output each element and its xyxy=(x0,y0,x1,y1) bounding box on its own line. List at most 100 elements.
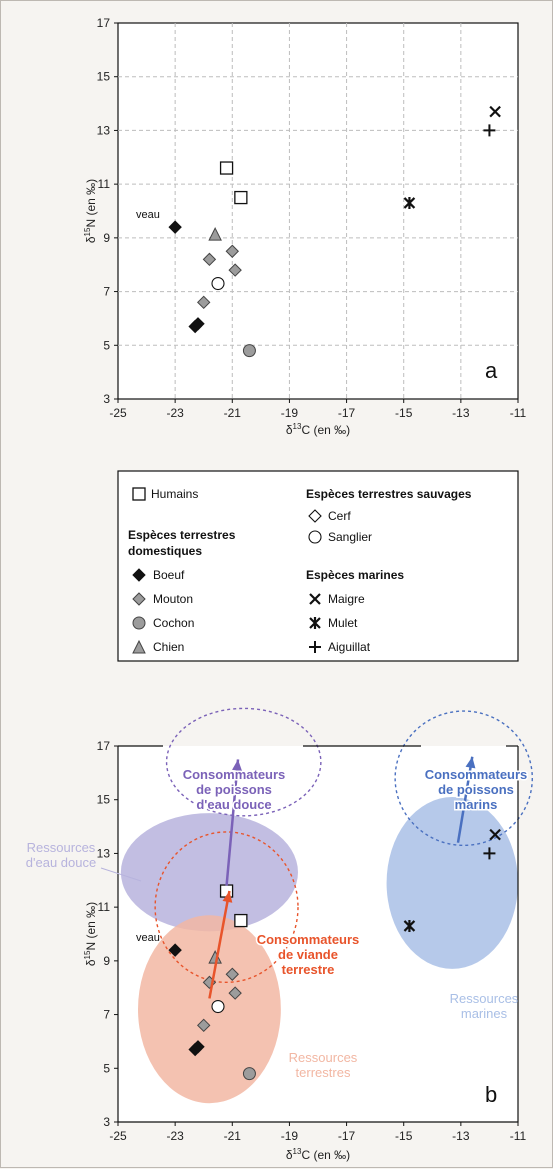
data-point-maigre xyxy=(489,828,501,841)
x-tick-label: -19 xyxy=(281,1129,299,1143)
data-point-mouton xyxy=(202,252,217,267)
data-point-sanglier xyxy=(211,276,225,291)
points-a xyxy=(168,105,501,358)
legend: Humains Espèces terrestres domestiques B… xyxy=(117,470,519,662)
region-label-line: Consommateurs xyxy=(425,767,528,782)
y-tick-label: 11 xyxy=(98,177,111,191)
data-point-mouton xyxy=(197,295,211,310)
data-point-mulet xyxy=(403,196,416,209)
y-tick-label: 3 xyxy=(103,392,110,406)
consumer-ellipse xyxy=(394,710,533,847)
x-tick-label: -13 xyxy=(452,1129,470,1143)
y-axis-label-b: δ15N (en ‰) xyxy=(83,902,98,966)
x-tick-label: -15 xyxy=(395,406,413,420)
x-tick-label: -23 xyxy=(166,406,184,420)
y-axis-label-a: δ15N (en ‰) xyxy=(83,179,98,243)
legend-cerf: Cerf xyxy=(328,509,351,523)
data-point-mouton xyxy=(228,263,242,277)
panel-letter-b: b xyxy=(485,1082,497,1107)
data-point-maigre xyxy=(489,105,501,118)
y-tick-label: 5 xyxy=(103,338,110,352)
legend-domestic-heading-1: Espèces terrestres xyxy=(128,528,236,542)
x-tick-label: -21 xyxy=(224,1129,242,1143)
x-tick-label: -25 xyxy=(109,1129,127,1143)
consumer-ellipse xyxy=(154,831,299,984)
chart-panel-a: 3 5 7 9 11 13 15 17 -25 -23 -21 -19 -17 -15 -13 -11 ve… xyxy=(83,16,527,437)
data-point-boeuf xyxy=(168,943,182,957)
y-ticks-b: 3 5 7 9 11 13 15 17 xyxy=(97,739,118,1129)
region-label-line: Ressources xyxy=(450,991,519,1006)
x-tick-label: -23 xyxy=(166,1129,184,1143)
legend-marine-heading: Espèces marines xyxy=(306,568,404,582)
legend-marker-mulet xyxy=(309,617,321,629)
data-point-aiguillat xyxy=(483,124,496,137)
y-tick-label: 11 xyxy=(98,900,111,914)
x-axis-label-a: δ13C (en ‰) xyxy=(286,422,350,437)
data-point-sanglier xyxy=(211,999,225,1014)
x-tick-label: -21 xyxy=(224,406,242,420)
legend-humains: Humains xyxy=(151,487,198,501)
grid-a xyxy=(118,23,518,399)
y-tick-label: 15 xyxy=(97,70,111,84)
legend-box xyxy=(117,470,519,662)
data-point-chien xyxy=(208,227,222,241)
legend-marker-mouton xyxy=(132,592,146,606)
x-tick-label: -25 xyxy=(109,406,127,420)
legend-aiguillat: Aiguillat xyxy=(328,640,371,654)
region-label-line: Consommateurs xyxy=(257,932,360,947)
y-tick-label: 13 xyxy=(97,846,111,860)
legend-marker-cochon xyxy=(132,616,146,630)
legend-marker-sanglier xyxy=(308,530,322,544)
legend-chien: Chien xyxy=(153,640,184,654)
legend-cochon: Cochon xyxy=(153,616,194,630)
region-label-line: d'eau douce xyxy=(26,855,96,870)
x-tick-label: -11 xyxy=(510,1129,527,1143)
arrow-head xyxy=(465,756,476,769)
x-tick-label: -17 xyxy=(338,1129,356,1143)
x-ticks-a: -25 -23 -21 -19 -17 -15 -13 -11 xyxy=(109,399,527,420)
veau-label-b: veau xyxy=(136,932,160,944)
arrow-shaft xyxy=(208,890,231,999)
legend-mulet: Mulet xyxy=(328,616,358,630)
chart-panel-b: 3 5 7 9 11 13 15 17 -25 -23 -21 -19 -17 -15 -13 -11 Re… xyxy=(26,707,533,1162)
region-leader-line xyxy=(100,867,142,882)
data-point-mouton xyxy=(225,967,239,981)
region-label-line: d'eau douce xyxy=(196,797,271,812)
y-tick-label: 5 xyxy=(103,1061,110,1075)
legend-marker-cerf xyxy=(308,509,322,523)
plot-area-a xyxy=(117,22,519,400)
region-label-line: marines xyxy=(461,1006,508,1021)
y-tick-label: 15 xyxy=(97,793,111,807)
data-point-humains xyxy=(234,190,248,205)
arrow-head xyxy=(222,891,233,903)
arrow-shaft xyxy=(225,759,240,886)
consumer-ellipse xyxy=(165,707,322,817)
region-label-line: terrestres xyxy=(296,1065,351,1080)
y-tick-label: 3 xyxy=(103,1115,110,1129)
region-ellipse xyxy=(138,915,281,1104)
x-tick-label: -11 xyxy=(510,406,527,420)
region-label-line: de poissons xyxy=(196,782,272,797)
data-point-mulet xyxy=(403,919,416,932)
region-label-line: de poissons xyxy=(438,782,514,797)
region-label-line: Consommateurs xyxy=(183,767,286,782)
data-point-boeuf xyxy=(191,317,205,331)
legend-marker-boeuf xyxy=(132,568,146,582)
legend-markers xyxy=(132,487,322,654)
x-ticks-b: -25 -23 -21 -19 -17 -15 -13 -11 xyxy=(109,1122,527,1143)
x-axis-label-b: δ13C (en ‰) xyxy=(286,1147,350,1162)
arrow-head xyxy=(232,759,242,771)
x-tick-label: -17 xyxy=(338,406,356,420)
x-tick-label: -15 xyxy=(395,1129,413,1143)
data-point-boeuf xyxy=(191,1040,205,1054)
region-ellipse xyxy=(386,797,518,969)
x-tick-label: -19 xyxy=(281,406,299,420)
data-point-aiguillat xyxy=(483,847,496,860)
veau-label-a: veau xyxy=(136,209,160,221)
legend-maigre: Maigre xyxy=(328,592,365,606)
regions-b xyxy=(120,707,533,1104)
x-tick-label: -13 xyxy=(452,406,470,420)
data-point-cochon xyxy=(242,344,256,358)
data-point-mouton xyxy=(197,1018,211,1033)
